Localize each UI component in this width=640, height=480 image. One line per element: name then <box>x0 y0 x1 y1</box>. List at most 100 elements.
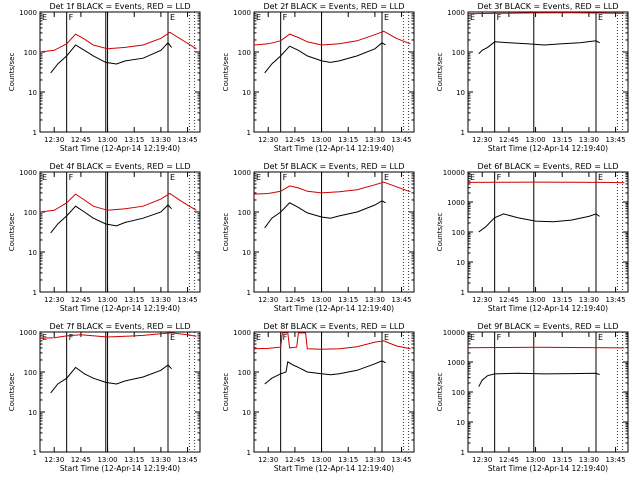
y-tick-label: 1000 <box>233 9 251 17</box>
x-tick-label: 13:00 <box>311 456 331 464</box>
y-tick-label: 10 <box>456 89 465 97</box>
panel-3: Det 3f BLACK = Events, RED = LLD 1 10 100 10… <box>436 2 629 153</box>
x-tick-label: 12:30 <box>472 296 492 304</box>
lld-series-line <box>39 332 197 339</box>
time-marker-label: E <box>470 13 475 22</box>
x-tick-label: 13:30 <box>365 136 385 144</box>
time-marker-label: F <box>497 13 502 22</box>
time-marker-label: F <box>69 173 74 182</box>
y-tick-label: 1 <box>247 289 251 297</box>
x-tick-label: 12:30 <box>258 456 278 464</box>
x-tick-label: 12:30 <box>258 136 278 144</box>
x-tick-label: 13:45 <box>177 136 197 144</box>
x-tick-label: 13:45 <box>605 456 625 464</box>
y-tick-label: 1 <box>461 289 465 297</box>
lld-series-line <box>253 181 411 195</box>
y-tick-label: 10 <box>28 89 37 97</box>
panel-title: Det 9f BLACK = Events, RED = LLD <box>477 322 618 331</box>
x-tick-label: 13:45 <box>605 296 625 304</box>
y-tick-label: 1 <box>247 129 251 137</box>
time-marker-label: E <box>42 173 47 182</box>
time-marker-label: E <box>170 13 175 22</box>
y-tick-label: 100 <box>24 49 37 57</box>
y-tick-label: 10 <box>242 409 251 417</box>
events-series-line <box>264 200 386 229</box>
x-axis-label: Start Time (12-Apr-14 12:19:40) <box>60 464 180 473</box>
time-marker-label: F <box>69 333 74 342</box>
y-tick-label: 10 <box>242 89 251 97</box>
y-tick-label: 1 <box>33 449 37 457</box>
y-tick-label: 1000 <box>233 329 251 337</box>
x-axis-label: Start Time (12-Apr-14 12:19:40) <box>488 464 608 473</box>
x-tick-label: 13:15 <box>338 136 358 144</box>
y-tick-label: 100 <box>238 209 251 217</box>
y-tick-label: 1000 <box>447 9 465 17</box>
x-tick-label: 13:30 <box>579 456 599 464</box>
time-marker-label: E <box>384 173 389 182</box>
y-tick-label: 1 <box>461 129 465 137</box>
y-tick-label: 1000 <box>447 359 465 367</box>
y-tick-label: 100 <box>24 209 37 217</box>
time-marker-label: F <box>283 13 288 22</box>
x-tick-label: 13:15 <box>124 456 144 464</box>
events-series-line <box>478 213 600 233</box>
time-marker-label: F <box>283 173 288 182</box>
panel-title: Det 7f BLACK = Events, RED = LLD <box>49 322 190 331</box>
events-series-line <box>50 204 172 234</box>
x-axis-label: Start Time (12-Apr-14 12:19:40) <box>488 304 608 313</box>
x-tick-label: 12:45 <box>71 456 91 464</box>
time-marker-label: F <box>69 13 74 22</box>
x-axis-label: Start Time (12-Apr-14 12:19:40) <box>488 144 608 153</box>
y-tick-label: 100 <box>452 229 465 237</box>
x-tick-label: 13:30 <box>151 296 171 304</box>
panel-1: Det 1f BLACK = Events, RED = LLD 1 10 100 10… <box>8 2 201 153</box>
x-tick-label: 13:15 <box>552 456 572 464</box>
events-series-line <box>264 42 386 74</box>
time-marker-label: E <box>170 333 175 342</box>
time-marker-label: E <box>170 173 175 182</box>
panel-title: Det 2f BLACK = Events, RED = LLD <box>263 2 404 11</box>
time-marker-label: E <box>256 173 261 182</box>
x-tick-label: 12:45 <box>499 136 519 144</box>
y-tick-label: 10 <box>28 409 37 417</box>
y-tick-label: 1000 <box>447 199 465 207</box>
panel-9: Det 9f BLACK = Events, RED = LLD 1 10 100 10… <box>436 322 629 473</box>
time-marker-label: E <box>42 333 47 342</box>
time-marker-label: E <box>470 333 475 342</box>
y-tick-label: 10000 <box>443 169 465 177</box>
y-axis-label: Counts/sec <box>222 53 230 92</box>
time-marker-label: E <box>42 13 47 22</box>
y-tick-label: 1 <box>33 289 37 297</box>
x-axis-label: Start Time (12-Apr-14 12:19:40) <box>274 304 394 313</box>
y-tick-label: 100 <box>24 369 37 377</box>
panel-6: Det 6f BLACK = Events, RED = LLD 1 10 100 10… <box>436 162 629 313</box>
x-tick-label: 13:45 <box>391 456 411 464</box>
lld-series-line <box>39 31 197 53</box>
y-tick-label: 1000 <box>19 329 37 337</box>
y-tick-label: 10 <box>28 249 37 257</box>
time-marker-label: F <box>283 333 288 342</box>
y-axis-label: Counts/sec <box>8 373 16 412</box>
y-tick-label: 1 <box>461 449 465 457</box>
y-tick-label: 10 <box>242 249 251 257</box>
x-tick-label: 13:15 <box>552 136 572 144</box>
y-axis-label: Counts/sec <box>436 213 444 252</box>
time-marker-label: E <box>384 333 389 342</box>
x-tick-label: 13:00 <box>311 296 331 304</box>
x-tick-label: 12:30 <box>44 296 64 304</box>
x-tick-label: 13:45 <box>177 296 197 304</box>
y-tick-label: 100 <box>452 389 465 397</box>
x-tick-label: 12:45 <box>71 296 91 304</box>
x-tick-label: 13:00 <box>525 456 545 464</box>
x-tick-label: 13:30 <box>365 296 385 304</box>
y-tick-label: 1 <box>33 129 37 137</box>
lld-series-line <box>467 12 625 15</box>
lld-series-line <box>39 192 197 213</box>
x-tick-label: 12:45 <box>499 296 519 304</box>
panel-title: Det 1f BLACK = Events, RED = LLD <box>49 2 190 11</box>
y-tick-label: 100 <box>238 369 251 377</box>
time-marker-label: E <box>598 13 603 22</box>
x-tick-label: 13:45 <box>605 136 625 144</box>
